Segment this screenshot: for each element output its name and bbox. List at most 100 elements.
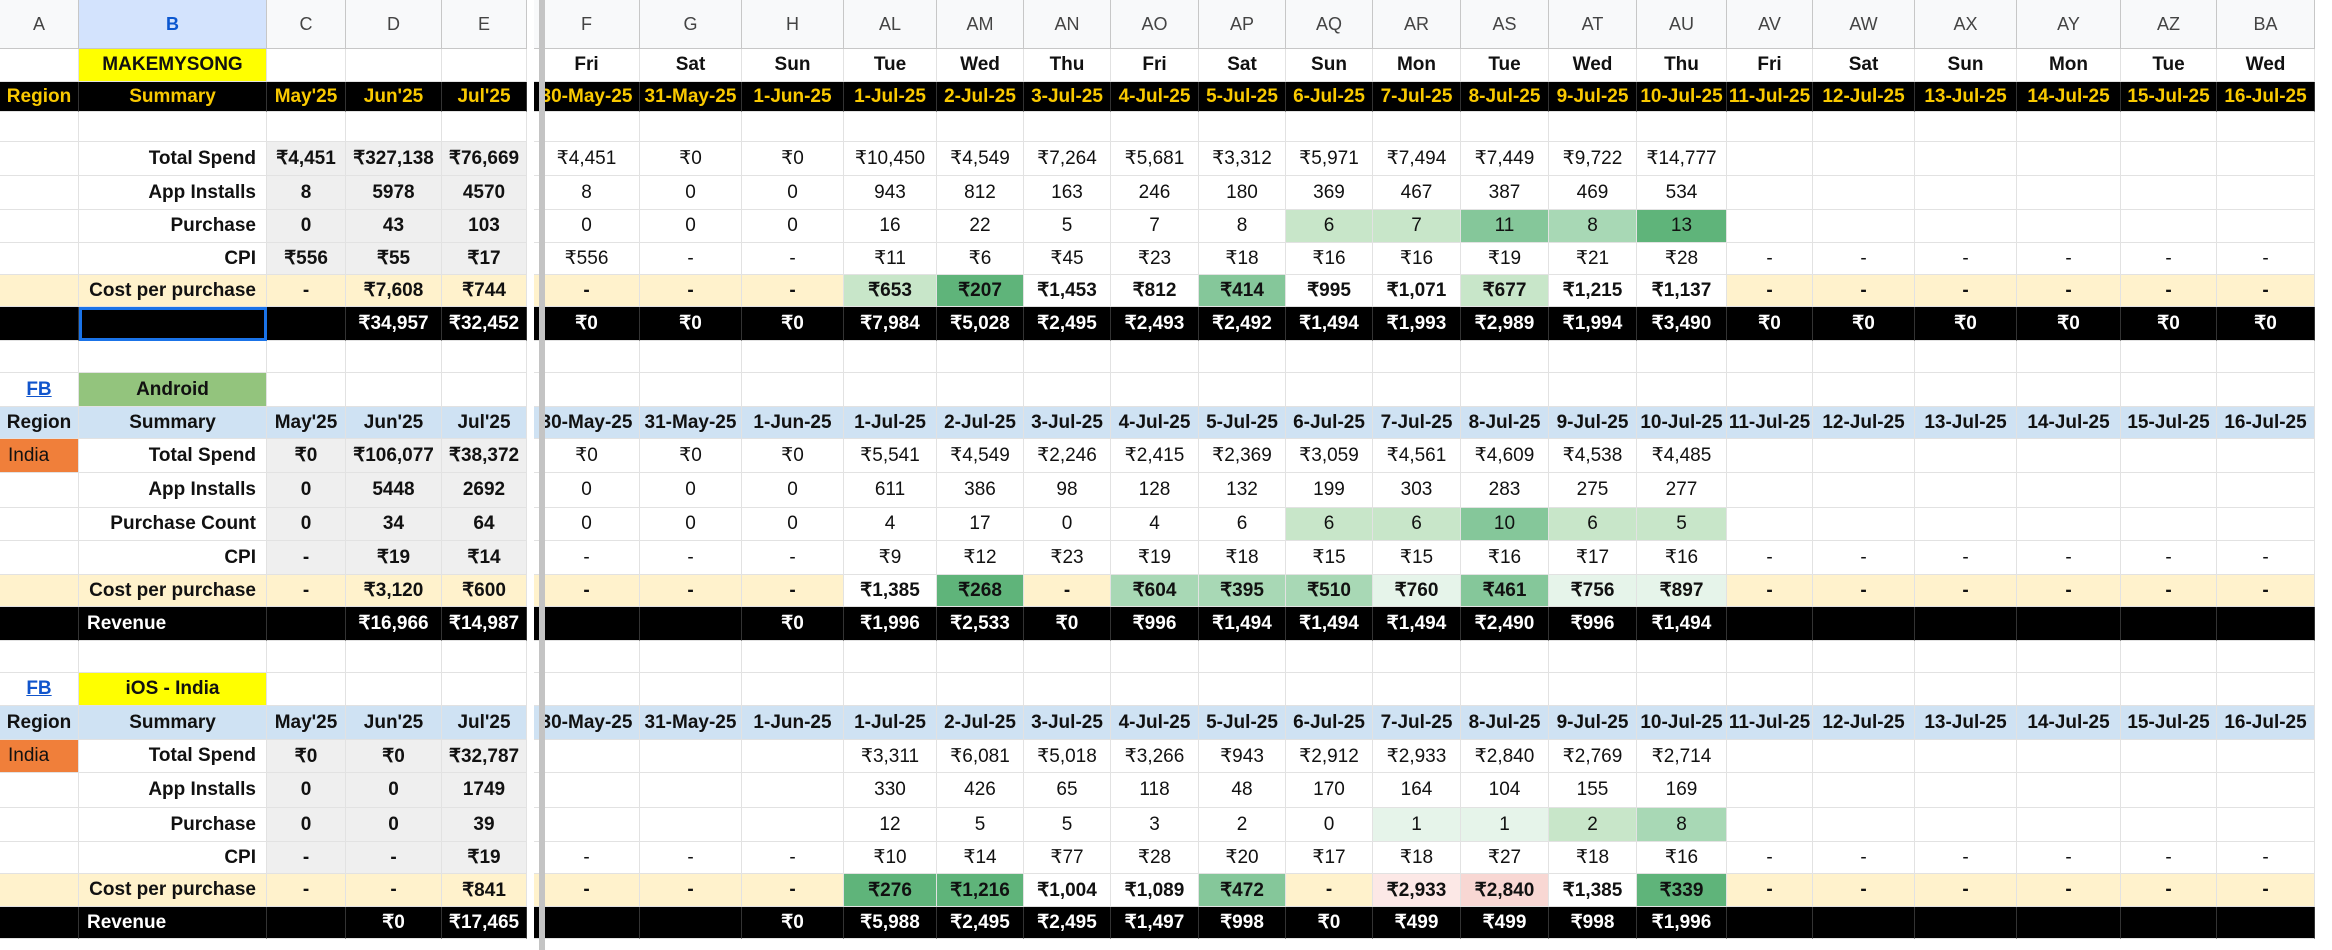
cell-ba-12[interactable]: 16-Jul-25 bbox=[2217, 407, 2315, 439]
cell-as-22[interactable]: ₹2,840 bbox=[1461, 740, 1549, 773]
cell-b-4[interactable]: Total Spend bbox=[79, 142, 267, 176]
cell-e-8[interactable]: ₹744 bbox=[442, 275, 527, 307]
cell-aq-15[interactable]: 6 bbox=[1286, 508, 1373, 541]
cell-d-2[interactable]: Jun'25 bbox=[346, 82, 442, 112]
cell-aw-22[interactable] bbox=[1813, 740, 1915, 773]
cell-al-20[interactable] bbox=[844, 673, 937, 706]
cell-al-11[interactable] bbox=[844, 373, 937, 407]
cell-ax-14[interactable] bbox=[1915, 473, 2017, 508]
column-header-h[interactable]: H bbox=[742, 0, 844, 49]
cell-ay-23[interactable] bbox=[2017, 773, 2121, 808]
cell-av-20[interactable] bbox=[1727, 673, 1813, 706]
cell-ar-23[interactable]: 164 bbox=[1373, 773, 1461, 808]
cell-a-5[interactable] bbox=[0, 176, 79, 210]
cell-au-2[interactable]: 10-Jul-25 bbox=[1637, 82, 1727, 112]
cell-at-16[interactable]: ₹17 bbox=[1549, 541, 1637, 575]
cell-ap-10[interactable] bbox=[1199, 341, 1286, 373]
cell-a-18[interactable] bbox=[0, 607, 79, 641]
cell-at-6[interactable]: 8 bbox=[1549, 210, 1637, 243]
cell-az-15[interactable] bbox=[2121, 508, 2217, 541]
cell-ay-6[interactable] bbox=[2017, 210, 2121, 243]
cell-az-17[interactable]: - bbox=[2121, 575, 2217, 607]
cell-g-17[interactable]: - bbox=[640, 575, 742, 607]
cell-f-15[interactable]: 0 bbox=[534, 508, 640, 541]
cell-al-18[interactable]: ₹1,996 bbox=[844, 607, 937, 641]
cell-an-9[interactable]: ₹2,495 bbox=[1024, 307, 1111, 341]
cell-ar-10[interactable] bbox=[1373, 341, 1461, 373]
cell-e-17[interactable]: ₹600 bbox=[442, 575, 527, 607]
cell-az-11[interactable] bbox=[2121, 373, 2217, 407]
cell-h-9[interactable]: ₹0 bbox=[742, 307, 844, 341]
cell-au-26[interactable]: ₹339 bbox=[1637, 874, 1727, 907]
cell-as-15[interactable]: 10 bbox=[1461, 508, 1549, 541]
cell-az-18[interactable] bbox=[2121, 607, 2217, 641]
cell-ar-11[interactable] bbox=[1373, 373, 1461, 407]
cell-az-2[interactable]: 15-Jul-25 bbox=[2121, 82, 2217, 112]
cell-av-2[interactable]: 11-Jul-25 bbox=[1727, 82, 1813, 112]
cell-av-8[interactable]: - bbox=[1727, 275, 1813, 307]
cell-ba-19[interactable] bbox=[2217, 641, 2315, 673]
cell-ao-19[interactable] bbox=[1111, 641, 1199, 673]
cell-ao-18[interactable]: ₹996 bbox=[1111, 607, 1199, 641]
cell-a-26[interactable] bbox=[0, 874, 79, 907]
cell-at-4[interactable]: ₹9,722 bbox=[1549, 142, 1637, 176]
column-header-b[interactable]: B bbox=[79, 0, 267, 49]
cell-aq-3[interactable] bbox=[1286, 112, 1373, 142]
cell-ba-4[interactable] bbox=[2217, 142, 2315, 176]
cell-e-25[interactable]: ₹19 bbox=[442, 842, 527, 874]
cell-an-25[interactable]: ₹77 bbox=[1024, 842, 1111, 874]
cell-an-2[interactable]: 3-Jul-25 bbox=[1024, 82, 1111, 112]
cell-ax-11[interactable] bbox=[1915, 373, 2017, 407]
cell-ar-16[interactable]: ₹15 bbox=[1373, 541, 1461, 575]
cell-am-16[interactable]: ₹12 bbox=[937, 541, 1024, 575]
cell-e-1[interactable] bbox=[442, 49, 527, 82]
cell-a-19[interactable] bbox=[0, 641, 79, 673]
cell-ap-6[interactable]: 8 bbox=[1199, 210, 1286, 243]
cell-av-1[interactable]: Fri bbox=[1727, 49, 1813, 82]
cell-as-24[interactable]: 1 bbox=[1461, 808, 1549, 842]
cell-an-8[interactable]: ₹1,453 bbox=[1024, 275, 1111, 307]
cell-d-20[interactable] bbox=[346, 673, 442, 706]
cell-ap-12[interactable]: 5-Jul-25 bbox=[1199, 407, 1286, 439]
cell-e-27[interactable]: ₹17,465 bbox=[442, 907, 527, 939]
cell-ba-20[interactable] bbox=[2217, 673, 2315, 706]
column-header-am[interactable]: AM bbox=[937, 0, 1024, 49]
cell-b-7[interactable]: CPI bbox=[79, 243, 267, 275]
cell-aw-27[interactable] bbox=[1813, 907, 1915, 939]
cell-au-23[interactable]: 169 bbox=[1637, 773, 1727, 808]
cell-aw-14[interactable] bbox=[1813, 473, 1915, 508]
cell-ao-22[interactable]: ₹3,266 bbox=[1111, 740, 1199, 773]
cell-at-11[interactable] bbox=[1549, 373, 1637, 407]
cell-ba-21[interactable]: 16-Jul-25 bbox=[2217, 706, 2315, 740]
cell-ay-10[interactable] bbox=[2017, 341, 2121, 373]
cell-ax-22[interactable] bbox=[1915, 740, 2017, 773]
cell-d-25[interactable]: - bbox=[346, 842, 442, 874]
cell-aw-5[interactable] bbox=[1813, 176, 1915, 210]
cell-ao-14[interactable]: 128 bbox=[1111, 473, 1199, 508]
cell-h-6[interactable]: 0 bbox=[742, 210, 844, 243]
cell-ar-7[interactable]: ₹16 bbox=[1373, 243, 1461, 275]
cell-h-15[interactable]: 0 bbox=[742, 508, 844, 541]
cell-ax-26[interactable]: - bbox=[1915, 874, 2017, 907]
cell-ao-13[interactable]: ₹2,415 bbox=[1111, 439, 1199, 473]
cell-ap-4[interactable]: ₹3,312 bbox=[1199, 142, 1286, 176]
cell-ar-21[interactable]: 7-Jul-25 bbox=[1373, 706, 1461, 740]
column-header-ao[interactable]: AO bbox=[1111, 0, 1199, 49]
cell-ax-13[interactable] bbox=[1915, 439, 2017, 473]
cell-c-11[interactable] bbox=[267, 373, 346, 407]
cell-ar-24[interactable]: 1 bbox=[1373, 808, 1461, 842]
cell-av-4[interactable] bbox=[1727, 142, 1813, 176]
cell-am-5[interactable]: 812 bbox=[937, 176, 1024, 210]
cell-ao-2[interactable]: 4-Jul-25 bbox=[1111, 82, 1199, 112]
column-header-e[interactable]: E bbox=[442, 0, 527, 49]
cell-au-22[interactable]: ₹2,714 bbox=[1637, 740, 1727, 773]
cell-av-11[interactable] bbox=[1727, 373, 1813, 407]
cell-aw-10[interactable] bbox=[1813, 341, 1915, 373]
cell-am-14[interactable]: 386 bbox=[937, 473, 1024, 508]
cell-g-20[interactable] bbox=[640, 673, 742, 706]
cell-d-18[interactable]: ₹16,966 bbox=[346, 607, 442, 641]
cell-as-13[interactable]: ₹4,609 bbox=[1461, 439, 1549, 473]
cell-h-13[interactable]: ₹0 bbox=[742, 439, 844, 473]
cell-az-27[interactable] bbox=[2121, 907, 2217, 939]
cell-an-3[interactable] bbox=[1024, 112, 1111, 142]
